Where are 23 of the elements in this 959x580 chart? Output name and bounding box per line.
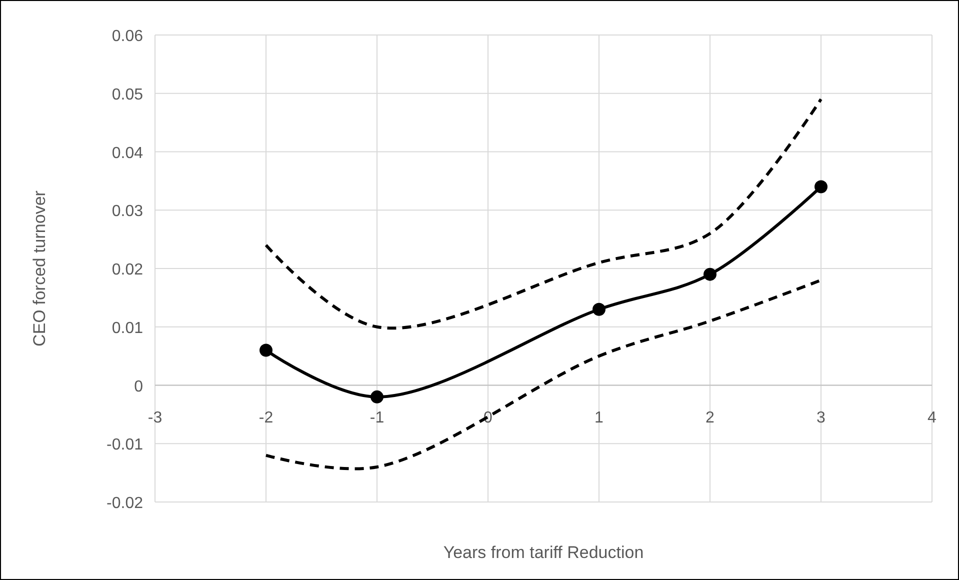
y-tick-label: -0.02 [106, 495, 144, 512]
x-tick-label: 4 [928, 409, 937, 426]
y-tick-label: 0.04 [112, 144, 144, 162]
y-tick-label: 0.01 [112, 320, 144, 337]
x-tick-label: -1 [370, 409, 384, 426]
y-tick-label: 0.05 [112, 86, 144, 104]
x-tick-label: -2 [258, 409, 274, 426]
y-tick-label: 0.06 [112, 28, 144, 45]
y-axis-title: CEO forced turnover [30, 190, 49, 346]
x-axis-title: Years from tariff Reduction [443, 543, 644, 562]
x-tick-label: -3 [148, 409, 162, 426]
y-tick-label: 0 [134, 378, 144, 396]
x-tick-label: 1 [594, 409, 604, 426]
y-tick-label: 0.02 [112, 262, 144, 278]
point [704, 268, 716, 281]
y-tick-label: -0.01 [106, 436, 144, 454]
point [260, 344, 272, 357]
point [814, 180, 828, 194]
point [592, 302, 606, 316]
y-tick-label: 0.03 [112, 203, 144, 220]
x-tick-label: 3 [816, 409, 826, 426]
point [370, 390, 384, 404]
x-tick-label: 2 [706, 409, 715, 426]
